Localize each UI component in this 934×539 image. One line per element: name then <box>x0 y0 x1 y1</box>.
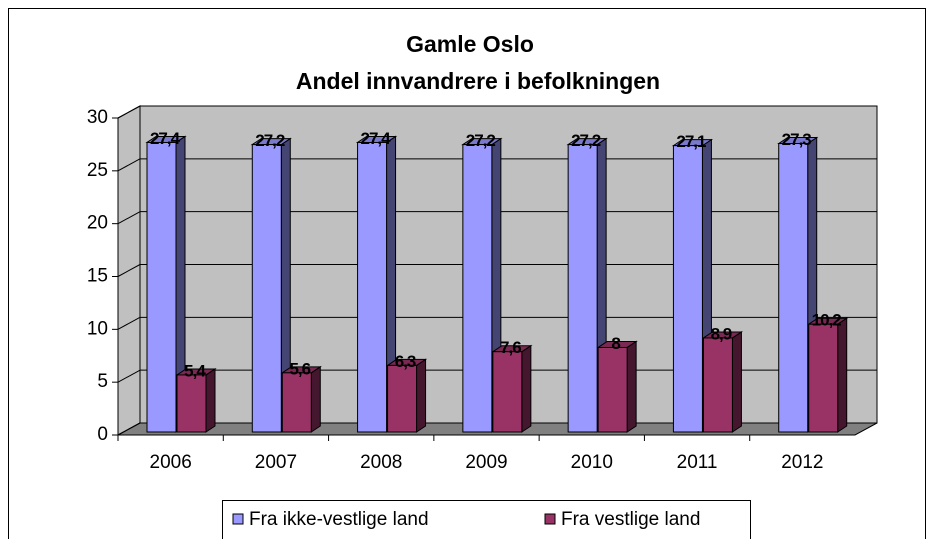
data-label: 10,2 <box>812 311 842 330</box>
bar <box>672 145 703 433</box>
x-tick-label: 2007 <box>255 452 297 473</box>
grid-line-side <box>117 316 141 330</box>
x-tick-label: 2009 <box>465 452 507 473</box>
bar <box>567 144 598 433</box>
data-label: 27,4 <box>150 129 181 148</box>
chart-title: Gamle Oslo <box>406 31 534 57</box>
bar-side <box>416 358 427 433</box>
data-label: 27,2 <box>255 131 285 150</box>
y-tick-label: 20 <box>87 213 108 234</box>
bar-side <box>205 368 216 433</box>
data-label: 27,1 <box>676 132 706 151</box>
bar <box>387 364 418 433</box>
bar-side <box>626 340 637 433</box>
bar <box>492 351 523 433</box>
y-tick-label: 5 <box>97 371 108 392</box>
x-tick-label: 2011 <box>677 452 718 473</box>
legend-box <box>222 500 751 539</box>
bar <box>462 144 493 433</box>
bar <box>808 323 839 433</box>
bar <box>176 374 207 433</box>
data-label: 6,3 <box>395 352 416 371</box>
y-tick-label: 10 <box>87 318 108 339</box>
grid-line-side <box>117 264 141 277</box>
bar <box>778 143 809 433</box>
bar <box>251 144 282 433</box>
bar <box>597 346 628 433</box>
grid-line-side <box>117 422 141 436</box>
x-tick-label: 2006 <box>150 452 192 473</box>
bar-side <box>310 365 321 433</box>
plot-area: 0 5 10 15 20 25 30 2006 2007 2008 2009 2010 2011 2012… <box>87 105 878 473</box>
legend-label: Fra ikke-vestlige land <box>249 509 429 530</box>
data-label: 27,2 <box>466 131 496 150</box>
y-tick-label: 0 <box>97 424 108 445</box>
grid-line-side <box>117 211 141 225</box>
bar <box>146 141 177 433</box>
data-label: 27,2 <box>571 131 601 150</box>
chart-subtitle: Andel innvandrere i befolkningen <box>296 68 660 94</box>
y-tick-label: 25 <box>87 160 108 181</box>
y-tick-label: 30 <box>87 107 108 128</box>
data-label: 8,9 <box>711 324 732 343</box>
data-label: 5,6 <box>289 359 310 378</box>
bar <box>357 141 388 433</box>
legend-swatch <box>544 513 556 525</box>
data-label: 27,3 <box>782 130 812 149</box>
y-tick-label: 15 <box>87 266 108 287</box>
bar-side <box>837 317 848 433</box>
legend-swatch <box>232 513 244 525</box>
legend-label: Fra vestlige land <box>561 509 700 530</box>
data-label: 27,4 <box>361 129 392 148</box>
grid-line-side <box>117 105 141 119</box>
legend: Fra ikke-vestlige land Fra vestlige land <box>232 509 700 530</box>
bar-side <box>521 344 532 433</box>
bar <box>702 337 733 433</box>
grid-line-side <box>117 158 141 172</box>
x-tick-label: 2012 <box>781 452 823 473</box>
data-label: 5,4 <box>184 361 206 380</box>
data-label: 8 <box>611 334 620 353</box>
data-label: 7,6 <box>500 338 521 357</box>
bar <box>281 372 312 433</box>
grid-line-side <box>117 369 141 383</box>
x-tick-label: 2010 <box>571 452 613 473</box>
bar-side <box>731 331 742 433</box>
x-tick-label: 2008 <box>360 452 402 473</box>
